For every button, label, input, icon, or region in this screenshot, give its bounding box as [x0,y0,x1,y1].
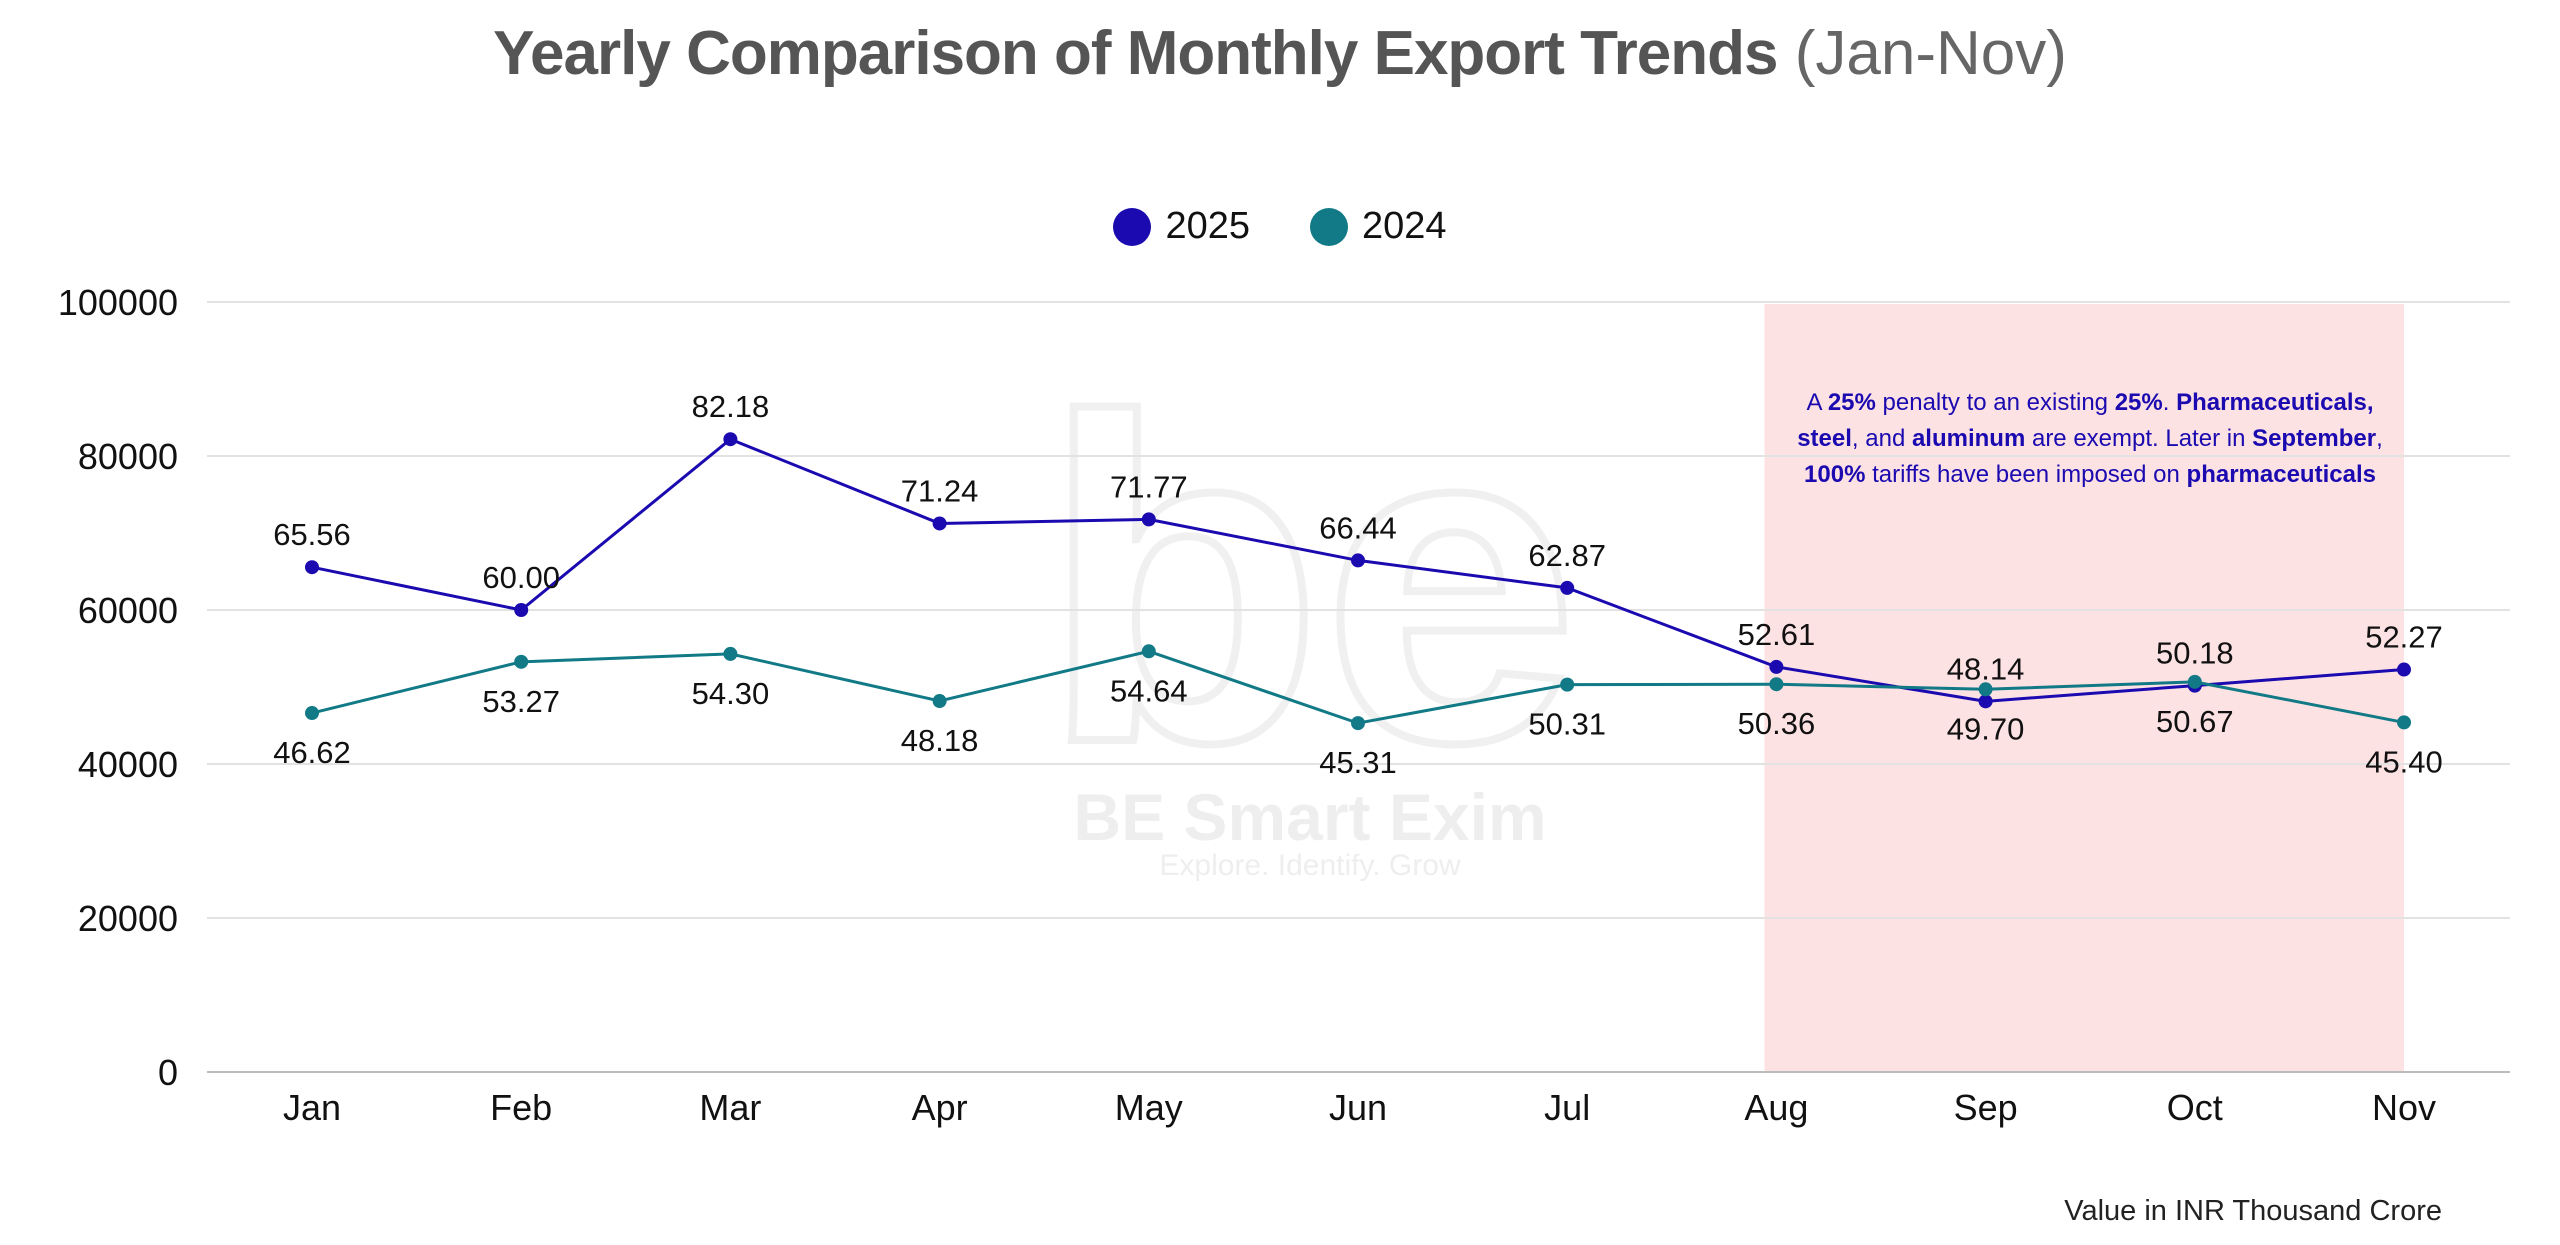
watermark-brand: BE Smart Exim [1073,780,1546,854]
annotation-segment: September [2252,425,2377,452]
legend-marker-2025 [1113,207,1152,246]
annotation-text: A 25% penalty to an existing 25%. Pharma… [1780,385,2400,493]
data-point-2024 [723,646,738,661]
legend-label-2025: 2025 [1165,205,1250,247]
data-label-2024: 48.18 [901,723,979,758]
watermark-tagline: Explore. Identify. Grow [1159,849,1461,882]
annotation-segment: are exempt. Later in [2025,425,2253,452]
data-point-2024 [1351,716,1365,731]
annotation-segment: Pharmaceuticals, steel [1797,389,2374,452]
annotation-segment: tariffs have been imposed on [1865,461,2187,488]
data-point-2024 [1978,682,1993,697]
y-tick-label: 80000 [78,436,178,477]
data-label-2025: 52.27 [2365,620,2443,655]
data-point-2025 [1769,659,1784,674]
data-point-2025 [2397,662,2411,677]
annotation-segment: 100% [1804,461,1866,488]
data-point-2025 [305,560,319,575]
legend-item-2025: 2025 [1113,205,1250,248]
legend-item-2024: 2024 [1310,205,1447,248]
data-point-2025 [1978,694,1993,709]
data-point-2024 [2187,674,2202,689]
data-point-2024 [1141,644,1156,659]
data-label-2024: 54.64 [1110,673,1188,708]
data-label-2025: 65.56 [273,517,351,552]
data-label-2024: 45.40 [2365,744,2443,779]
x-tick-label: Apr [912,1087,968,1128]
annotation-segment: A [1806,389,1828,416]
data-point-2025 [932,516,947,531]
data-label-2024: 50.67 [2156,704,2234,739]
x-tick-label: Sep [1954,1087,2018,1128]
data-label-2024: 49.70 [1947,711,2025,746]
data-point-2025 [1141,512,1156,527]
annotation-segment: , and [1851,425,1912,452]
data-point-2024 [305,706,319,721]
x-tick-label: Jul [1544,1087,1590,1128]
chart-title: Yearly Comparison of Monthly Export Tren… [493,19,2067,88]
x-tick-label: Aug [1744,1087,1808,1128]
annotation-segment: . [2162,389,2177,416]
data-point-2024 [2397,715,2411,730]
data-label-2024: 46.62 [273,735,351,770]
data-label-2025: 71.77 [1110,469,1188,504]
y-tick-label: 40000 [78,744,178,785]
data-label-2024: 45.31 [1319,745,1397,780]
x-tick-label: May [1115,1087,1183,1128]
data-label-2025: 82.18 [692,389,770,424]
data-point-2025 [1560,580,1575,595]
data-point-2025 [1351,553,1365,568]
footnote: Value in INR Thousand Crore [2064,1195,2442,1227]
data-label-2025: 52.61 [1738,617,1816,652]
data-label-2024: 50.31 [1528,707,1606,742]
data-label-2025: 62.87 [1528,538,1606,573]
data-point-2024 [932,694,947,709]
data-point-2024 [1560,677,1575,692]
legend-marker-2024 [1310,207,1348,246]
annotation-segment: 25% [2114,389,2163,416]
data-point-2025 [723,432,738,447]
chart-subtitle: (Jan-Nov) [1794,19,2067,88]
y-tick-label: 60000 [78,590,178,631]
annotation-segment: aluminum [1911,425,2026,452]
y-tick-label: 0 [158,1052,178,1093]
data-label-2024: 53.27 [482,684,560,719]
data-label-2024: 54.30 [692,676,770,711]
x-tick-label: Feb [490,1087,552,1128]
legend: 2025 2024 [0,205,2560,248]
legend-label-2024: 2024 [1362,205,1447,247]
data-label-2025: 48.14 [1947,651,2025,686]
y-tick-label: 20000 [78,898,178,939]
data-point-2025 [514,603,529,617]
data-label-2024: 50.36 [1738,706,1816,741]
watermark-logo: be [1042,325,1579,838]
data-point-2024 [514,654,529,669]
data-label-2025: 50.18 [2156,636,2234,671]
x-tick-label: Mar [699,1087,761,1128]
annotation-segment: , [2376,425,2383,452]
annotation-segment: penalty to an existing [1875,389,2115,416]
x-tick-label: Oct [2167,1087,2223,1128]
annotation-segment: 25% [1827,389,1876,416]
data-point-2024 [1769,677,1784,692]
data-label-2025: 71.24 [901,473,979,508]
x-tick-label: Nov [2372,1087,2436,1128]
data-label-2025: 60.00 [482,560,560,595]
y-tick-label: 100000 [58,282,178,323]
x-tick-label: Jan [283,1087,341,1128]
x-tick-label: Jun [1329,1087,1387,1128]
annotation-segment: pharmaceuticals [2186,461,2376,488]
data-label-2025: 66.44 [1319,510,1397,545]
